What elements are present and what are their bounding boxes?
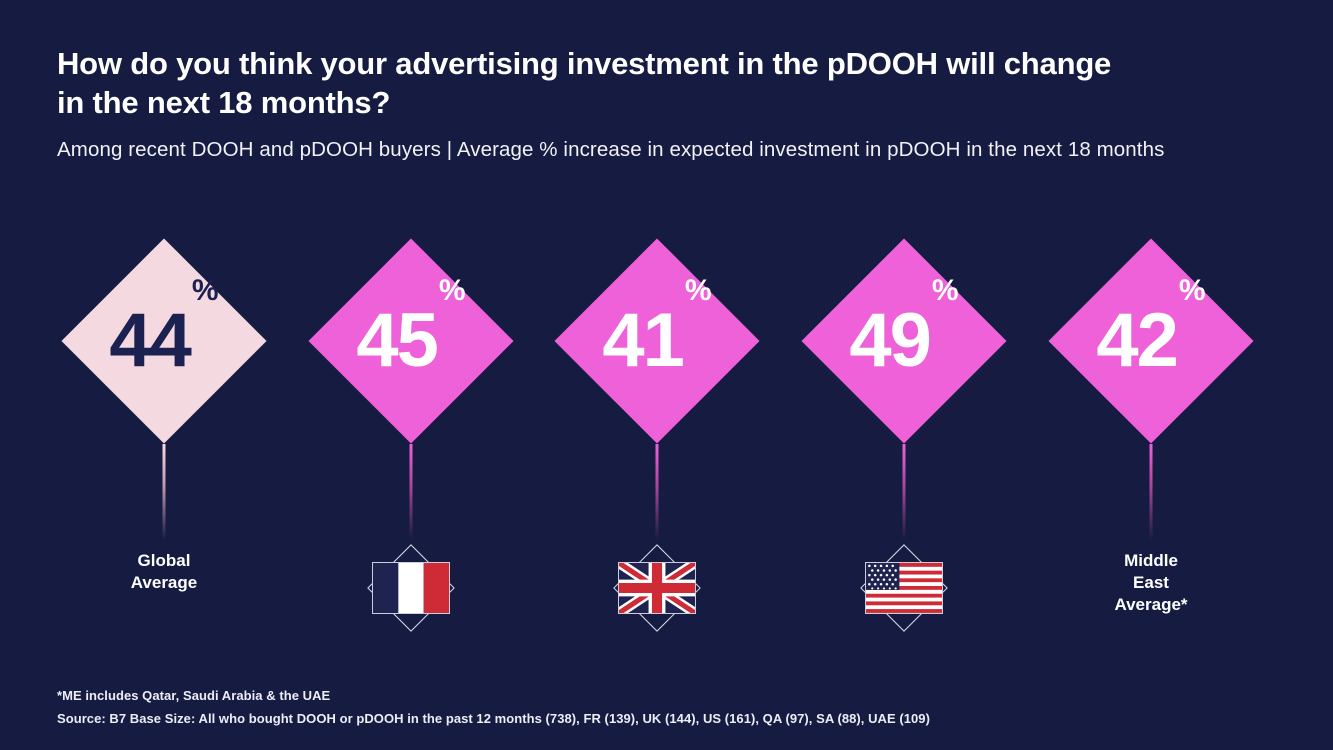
- stat-group-uk: 41%: [534, 238, 780, 632]
- stat-number: 41: [602, 298, 685, 383]
- diamond-wrap: 41%: [534, 238, 780, 444]
- connector-tail: [162, 444, 166, 540]
- stat-number: 45: [356, 298, 439, 383]
- connector-tail: [655, 444, 659, 540]
- percent-sign: %: [191, 274, 219, 307]
- footnote-me-definition: *ME includes Qatar, Saudi Arabia & the U…: [57, 688, 331, 703]
- flag-badge-us: [854, 538, 954, 638]
- connector-tail: [409, 444, 413, 540]
- percent-sign: %: [684, 274, 712, 307]
- stat-group-us: 49%: [781, 238, 1027, 632]
- stat-label: Global Average: [130, 551, 198, 593]
- percent-sign: %: [438, 274, 466, 307]
- france-flag-icon: [372, 562, 450, 614]
- stat-value: 41%: [534, 238, 780, 444]
- diamond-wrap: 45%: [288, 238, 534, 444]
- diamond-wrap: 49%: [781, 238, 1027, 444]
- stat-group-middle-east-average: 42% Middle East Average*: [1028, 238, 1274, 614]
- stat-number: 44: [109, 298, 192, 383]
- footnote-source: Source: B7 Base Size: All who bought DOO…: [57, 710, 930, 726]
- flag-badge-france: [361, 538, 461, 638]
- stat-group-global-average: 44% Global Average: [41, 238, 287, 592]
- header: How do you think your advertising invest…: [57, 44, 1287, 162]
- footnotes: *ME includes Qatar, Saudi Arabia & the U…: [57, 685, 930, 731]
- diamond-wrap: 44%: [41, 238, 287, 444]
- united-kingdom-flag-icon: [618, 562, 696, 614]
- stat-number: 42: [1096, 298, 1179, 383]
- united-states-flag-icon: [865, 562, 943, 614]
- flag-badge-uk: [607, 538, 707, 638]
- stat-number: 49: [849, 298, 932, 383]
- page-title: How do you think your advertising invest…: [57, 46, 1112, 121]
- stat-value: 42%: [1028, 238, 1274, 444]
- stat-value: 49%: [781, 238, 1027, 444]
- connector-tail: [1149, 444, 1153, 540]
- stat-group-france: 45%: [288, 238, 534, 632]
- percent-sign: %: [1178, 274, 1206, 307]
- page-subtitle: Among recent DOOH and pDOOH buyers | Ave…: [57, 138, 1165, 162]
- percent-sign: %: [931, 274, 959, 307]
- stat-value: 44%: [41, 238, 287, 444]
- diamond-wrap: 42%: [1028, 238, 1274, 444]
- connector-tail: [902, 444, 906, 540]
- stat-value: 45%: [288, 238, 534, 444]
- stat-label: Middle East Average*: [1114, 551, 1188, 615]
